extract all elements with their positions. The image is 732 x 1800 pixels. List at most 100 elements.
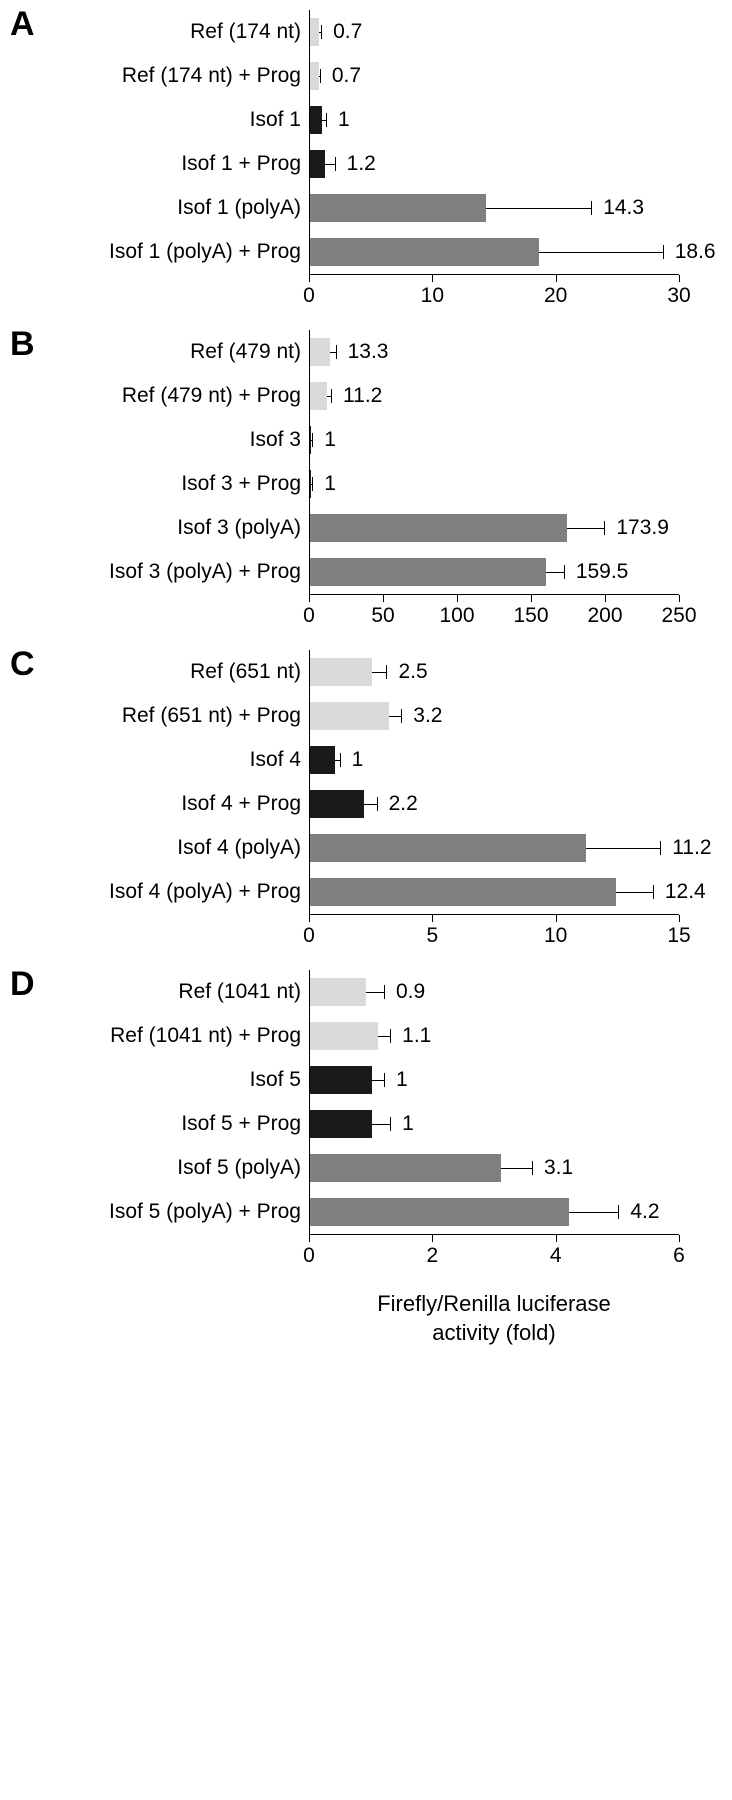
value-label: 18.6 xyxy=(675,240,716,264)
axis-tick xyxy=(432,915,433,922)
category-label: Isof 1 xyxy=(64,108,309,132)
bar xyxy=(310,1022,378,1050)
category-label: Ref (174 nt) xyxy=(64,20,309,44)
tick-label: 250 xyxy=(661,604,696,628)
value-label: 173.9 xyxy=(616,516,669,540)
error-cap xyxy=(386,665,387,679)
plot-cell: 1 xyxy=(309,1102,679,1146)
bar-row: Ref (1041 nt)0.9 xyxy=(64,970,712,1014)
plot-cell: 13.3 xyxy=(309,330,679,374)
tick-label: 5 xyxy=(426,924,438,948)
bar-row: Isof 4 + Prog2.2 xyxy=(64,782,712,826)
category-label: Isof 1 (polyA) xyxy=(64,196,309,220)
tick-label: 0 xyxy=(303,924,315,948)
x-axis: 0 5 10 15 xyxy=(64,914,712,950)
category-label: Ref (174 nt) + Prog xyxy=(64,64,309,88)
error-whisker xyxy=(616,892,653,893)
error-whisker xyxy=(486,208,591,209)
bar xyxy=(310,18,319,46)
tick-label: 10 xyxy=(544,924,567,948)
value-label: 14.3 xyxy=(603,196,644,220)
plot-cell: 0.7 xyxy=(309,10,679,54)
error-whisker xyxy=(586,848,660,849)
error-cap xyxy=(390,1029,391,1043)
bar xyxy=(310,790,364,818)
panel-C: CRef (651 nt)2.5Ref (651 nt) + Prog3.2Is… xyxy=(20,650,712,950)
category-label: Ref (479 nt) xyxy=(64,340,309,364)
plot-cell: 173.9 xyxy=(309,506,679,550)
bar-row: Ref (479 nt)13.3 xyxy=(64,330,712,374)
value-label: 1 xyxy=(396,1068,408,1092)
bar-row: Ref (1041 nt) + Prog1.1 xyxy=(64,1014,712,1058)
axis-tick xyxy=(457,595,458,602)
error-whisker xyxy=(372,672,387,673)
bar-row: Isof 1 (polyA) + Prog18.6 xyxy=(64,230,712,274)
error-cap xyxy=(312,477,313,491)
bar xyxy=(310,106,322,134)
chart-area: Ref (651 nt)2.5Ref (651 nt) + Prog3.2Iso… xyxy=(64,650,712,950)
tick-label: 2 xyxy=(426,1244,438,1268)
error-cap xyxy=(663,245,664,259)
tick-label: 0 xyxy=(303,284,315,308)
plot-cell: 2.5 xyxy=(309,650,679,694)
tick-label: 0 xyxy=(303,604,315,628)
error-cap xyxy=(335,157,336,171)
error-cap xyxy=(331,389,332,403)
error-whisker xyxy=(389,716,401,717)
bar-row: Isof 3 (polyA) + Prog159.5 xyxy=(64,550,712,594)
category-label: Isof 4 (polyA) + Prog xyxy=(64,880,309,904)
plot-cell: 0.9 xyxy=(309,970,679,1014)
error-whisker xyxy=(546,572,564,573)
axis-plot: 0102030 xyxy=(309,274,679,310)
x-axis: 0102030 xyxy=(64,274,712,310)
error-whisker xyxy=(378,1036,390,1037)
bar xyxy=(310,558,546,586)
error-cap xyxy=(326,113,327,127)
x-axis-label: Firefly/Renilla luciferase activity (fol… xyxy=(309,1290,679,1347)
error-whisker xyxy=(372,1080,384,1081)
plot-cell: 12.4 xyxy=(309,870,679,914)
error-whisker xyxy=(567,528,604,529)
axis-plot: 051015 xyxy=(309,914,679,950)
error-whisker xyxy=(501,1168,532,1169)
panel-A: ARef (174 nt)0.7Ref (174 nt) + Prog0.7Is… xyxy=(20,10,712,310)
category-label: Isof 3 (polyA) + Prog xyxy=(64,560,309,584)
category-label: Isof 4 (polyA) xyxy=(64,836,309,860)
x-axis: 0246 xyxy=(64,1234,712,1270)
axis-tick xyxy=(309,915,310,922)
axis-tick xyxy=(679,595,680,602)
tick-label: 4 xyxy=(550,1244,562,1268)
axis-tick xyxy=(679,275,680,282)
category-label: Ref (651 nt) + Prog xyxy=(64,704,309,728)
plot-cell: 3.2 xyxy=(309,694,679,738)
bar-row: Ref (174 nt) + Prog0.7 xyxy=(64,54,712,98)
bar-row: Ref (651 nt) + Prog3.2 xyxy=(64,694,712,738)
error-cap xyxy=(401,709,402,723)
plot-cell: 159.5 xyxy=(309,550,679,594)
value-label: 11.2 xyxy=(672,836,711,860)
category-label: Isof 3 xyxy=(64,428,309,452)
error-whisker xyxy=(364,804,376,805)
axis-tick xyxy=(605,595,606,602)
panel-letter: A xyxy=(10,5,35,44)
axis-tick xyxy=(383,595,384,602)
error-cap xyxy=(390,1117,391,1131)
bar-row: Isof 5 (polyA)3.1 xyxy=(64,1146,712,1190)
error-cap xyxy=(660,841,661,855)
plot-cell: 1.2 xyxy=(309,142,679,186)
tick-label: 15 xyxy=(667,924,690,948)
tick-label: 6 xyxy=(673,1244,685,1268)
chart-area: Ref (174 nt)0.7Ref (174 nt) + Prog0.7 Iso… xyxy=(64,10,712,310)
axis-tick xyxy=(556,915,557,922)
category-label: Ref (479 nt) + Prog xyxy=(64,384,309,408)
bar-row: Isof 3 + Prog1 xyxy=(64,462,712,506)
bar xyxy=(310,702,389,730)
bar xyxy=(310,194,486,222)
axis-tick xyxy=(309,1235,310,1242)
value-label: 11.2 xyxy=(343,384,382,408)
value-label: 2.5 xyxy=(398,660,427,684)
bar xyxy=(310,978,366,1006)
error-whisker xyxy=(539,252,662,253)
error-cap xyxy=(377,797,378,811)
axis-plot: 0246 xyxy=(309,1234,679,1270)
